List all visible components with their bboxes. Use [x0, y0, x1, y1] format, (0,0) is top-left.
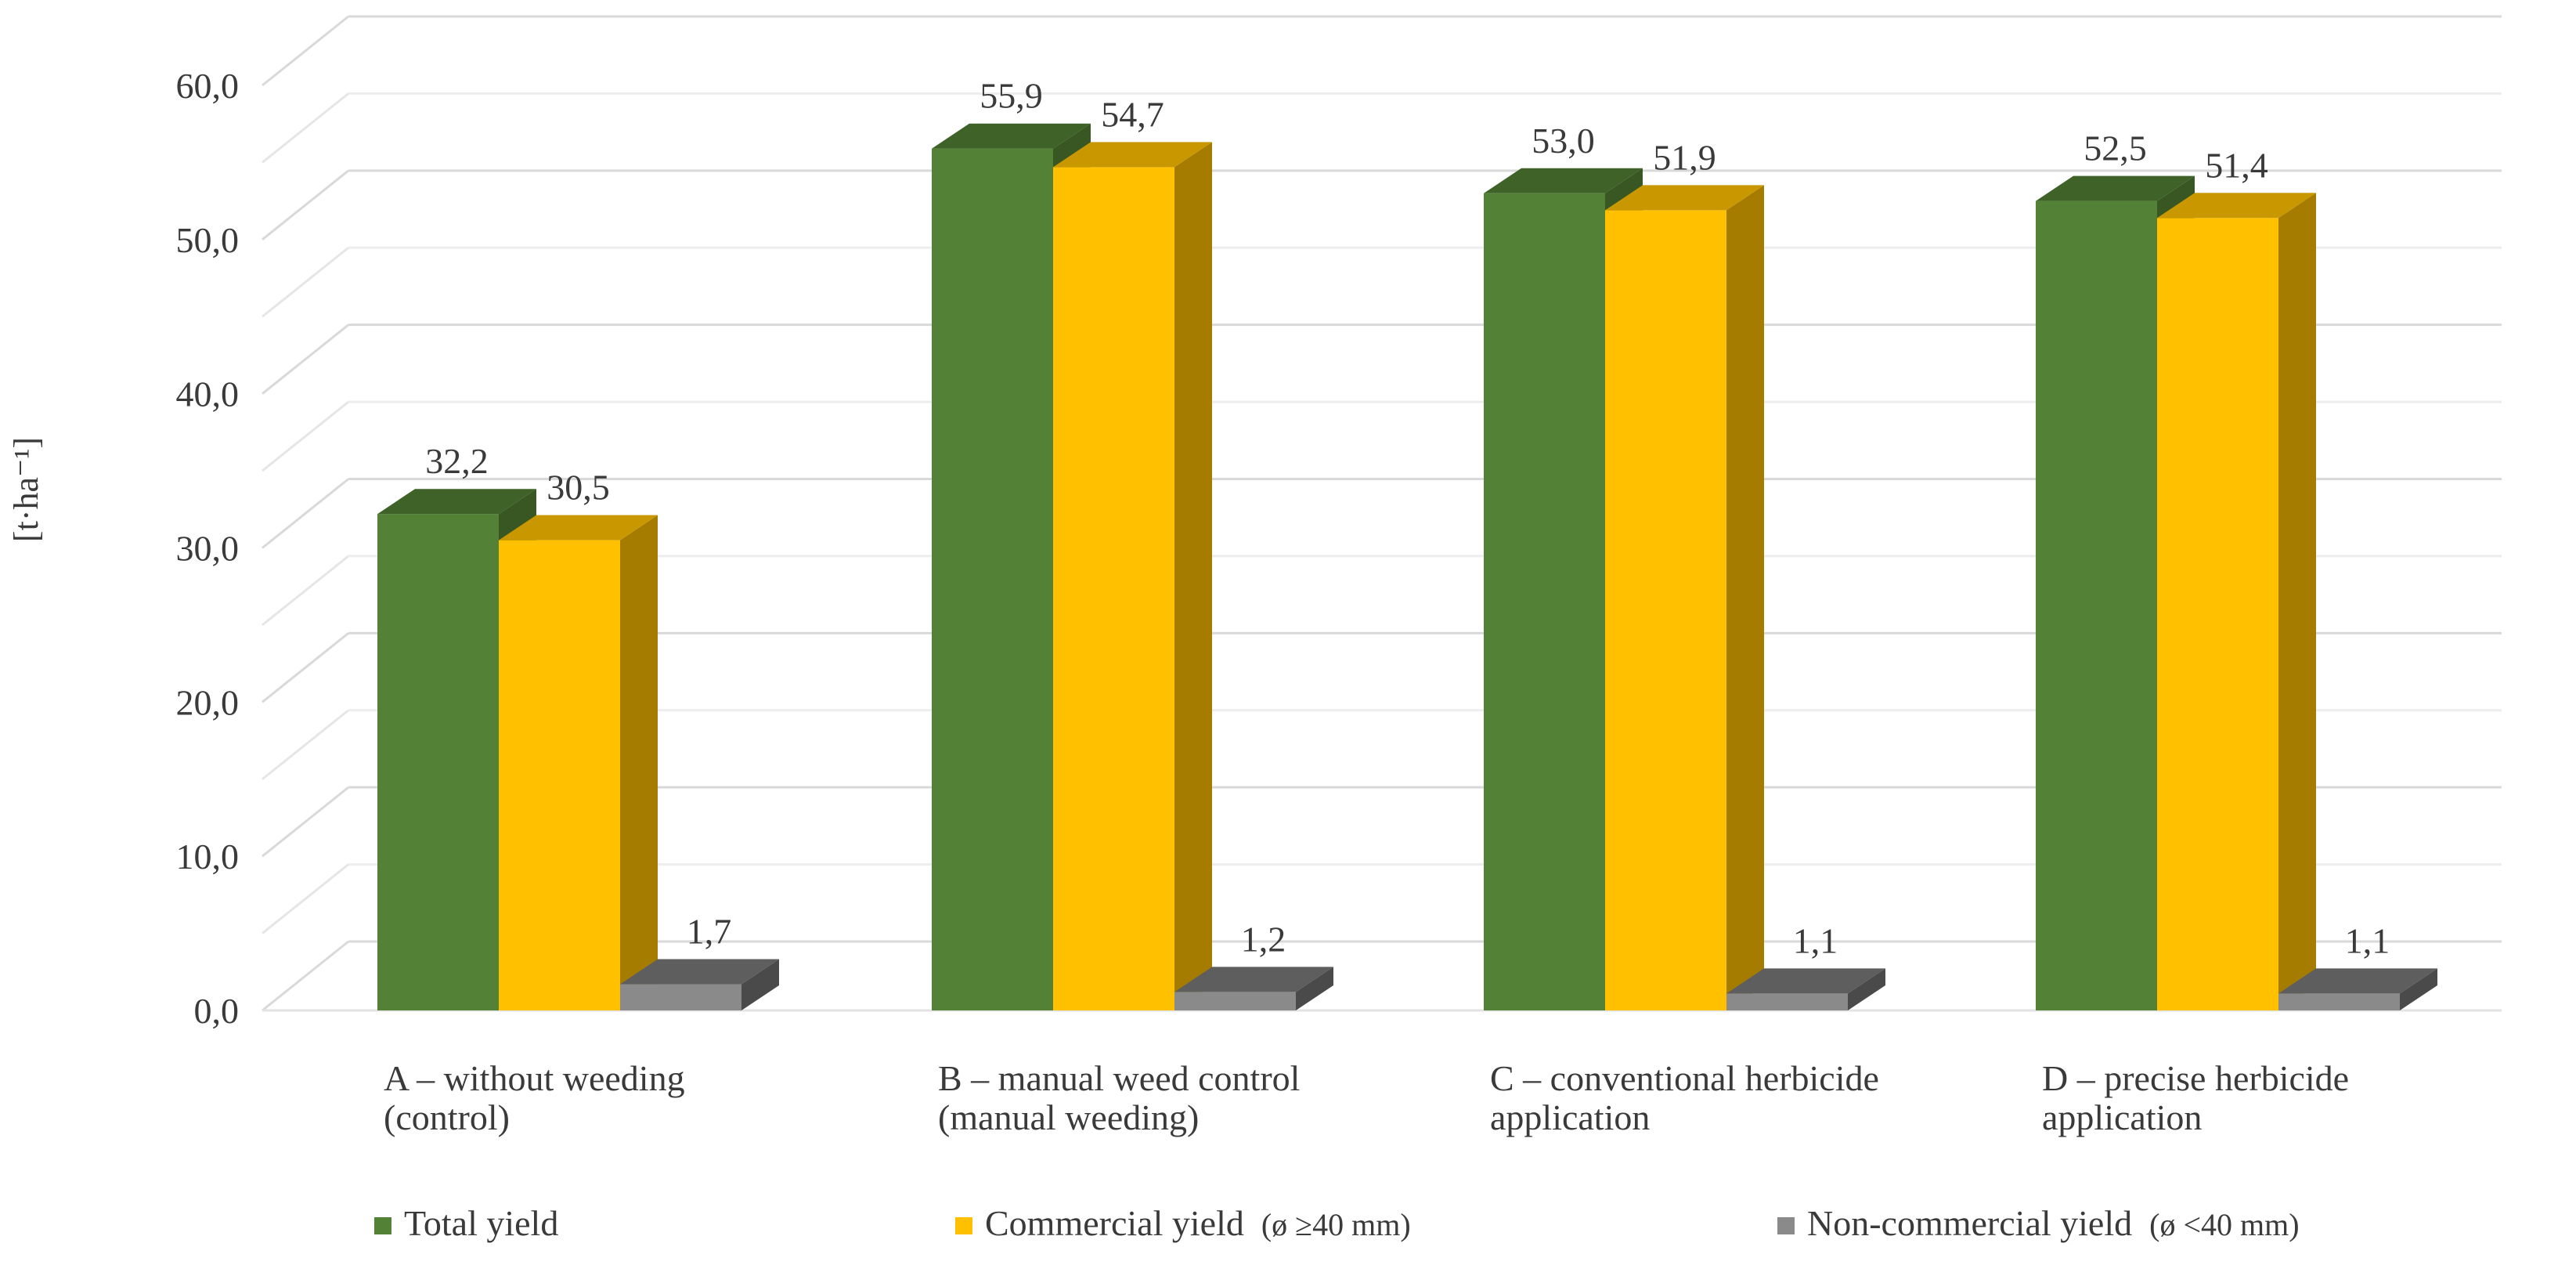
data-label: 53,0 [1532, 121, 1595, 161]
y-tick-label: 50,0 [176, 220, 240, 260]
y-tick-label: 30,0 [176, 529, 240, 569]
data-label: 51,4 [2205, 145, 2268, 185]
bar-front [1053, 167, 1174, 1011]
legend-label: Commercial yield (ø ≥40 mm) [985, 1203, 1411, 1243]
bar-top [1484, 168, 1643, 193]
gridline-minor [262, 92, 349, 164]
legend-item: Total yield [374, 1203, 558, 1243]
gridline-minor [262, 400, 349, 472]
bar-front [499, 540, 620, 1010]
category-label: A – without weeding [384, 1058, 685, 1098]
category-label: C – conventional herbicide [1490, 1058, 1879, 1098]
legend-item: Non-commercial yield (ø <40 mm) [1777, 1203, 2300, 1243]
bar-front [2278, 993, 2400, 1010]
y-tick-label: 20,0 [176, 682, 240, 722]
bar-side [2278, 193, 2316, 1011]
data-label: 51,9 [1653, 137, 1716, 177]
bar-side [1848, 968, 1885, 1010]
bar-top [1605, 185, 1764, 211]
bar-top [2278, 968, 2437, 994]
legend-label-suffix: (ø <40 mm) [2149, 1207, 2299, 1242]
bar-top [2036, 175, 2195, 201]
bar-front [1726, 993, 1848, 1010]
category-label: (manual weeding) [938, 1097, 1199, 1137]
data-label: 54,7 [1101, 94, 1164, 134]
bar-top [1053, 142, 1212, 168]
y-tick-label: 60,0 [176, 66, 240, 106]
bar-top [1726, 968, 1885, 994]
legend-swatch [1777, 1217, 1795, 1234]
bar-1-3 [2157, 193, 2316, 1011]
category-label: D – precise herbicide [2042, 1058, 2349, 1098]
data-label: 52,5 [2084, 128, 2147, 168]
data-label: 55,9 [980, 76, 1043, 116]
bar-side [2400, 968, 2437, 1010]
gridline-minor [262, 247, 349, 318]
gridline-minor [262, 709, 349, 780]
bar-top [932, 123, 1091, 149]
bar-2-0 [620, 959, 779, 1010]
bar-top [2157, 193, 2316, 219]
y-tick-label: 40,0 [176, 374, 240, 414]
legend: Total yield Commercial yield (ø ≥40 mm) Non… [374, 1203, 2300, 1243]
bar-front [620, 984, 741, 1010]
bar-front [377, 514, 499, 1010]
legend-item: Commercial yield (ø ≥40 mm) [955, 1203, 1411, 1243]
data-label: 32,2 [425, 441, 489, 481]
bar-front [1605, 210, 1726, 1010]
legend-swatch [955, 1217, 972, 1234]
data-label: 1,2 [1241, 919, 1286, 959]
bar-1-1 [1053, 142, 1212, 1011]
y-axis-ticks: 0,0 10,0 20,0 30,0 40,0 50,0 60,0 [176, 66, 240, 1031]
bar-top [499, 515, 658, 540]
bar-side [1726, 185, 1764, 1010]
gridline-minor [262, 555, 349, 627]
bar-2-1 [1174, 967, 1333, 1010]
bar-front [1174, 992, 1296, 1010]
y-tick-label: 10,0 [176, 837, 240, 876]
data-label: 1,1 [1793, 920, 1838, 960]
data-labels: 32,2 55,9 53,0 52,5 30,5 54,7 51,9 51,4 1,7 1,2 1,… [425, 76, 2390, 961]
bar-front [2036, 201, 2157, 1010]
gridline-diagonal [262, 15, 349, 87]
category-label: application [2042, 1097, 2202, 1137]
bar-side [741, 959, 779, 1010]
category-label: (control) [384, 1097, 510, 1137]
gridline-diagonal [262, 786, 349, 858]
legend-label-suffix: (ø ≥40 mm) [1261, 1207, 1411, 1242]
data-label: 1,7 [687, 912, 732, 952]
bar-top [620, 959, 779, 985]
bar-side [1296, 967, 1333, 1010]
data-label: 1,1 [2345, 920, 2390, 960]
category-labels: A – without weeding(control) B – manual w… [384, 1058, 2349, 1137]
y-tick-label: 0,0 [194, 991, 240, 1031]
bar-front [2157, 218, 2278, 1010]
legend-label: Non-commercial yield (ø <40 mm) [1807, 1203, 2300, 1243]
bar-2-3 [2278, 968, 2437, 1010]
gridline-minor [262, 863, 349, 934]
bar-top [1174, 967, 1333, 992]
bar-side [1174, 142, 1212, 1011]
bar-top [377, 489, 536, 515]
gridline-diagonal [262, 169, 349, 241]
bar-front [932, 148, 1053, 1010]
legend-label: Total yield [404, 1203, 558, 1243]
category-label: application [1490, 1097, 1650, 1137]
gridline-diagonal [262, 323, 349, 395]
bar-front [1484, 193, 1605, 1011]
data-label: 30,5 [547, 468, 610, 508]
legend-swatch [374, 1217, 391, 1234]
bar-1-0 [499, 515, 658, 1010]
gridline-diagonal [262, 940, 349, 1012]
bars [377, 123, 2437, 1011]
bar-side [620, 515, 658, 1010]
gridline-diagonal [262, 478, 349, 549]
bar-2-2 [1726, 968, 1885, 1010]
y-axis-label: [t·ha⁻¹] [7, 437, 45, 542]
gridline-diagonal [262, 632, 349, 703]
category-label: B – manual weed control [938, 1058, 1300, 1098]
bar-1-2 [1605, 185, 1764, 1010]
